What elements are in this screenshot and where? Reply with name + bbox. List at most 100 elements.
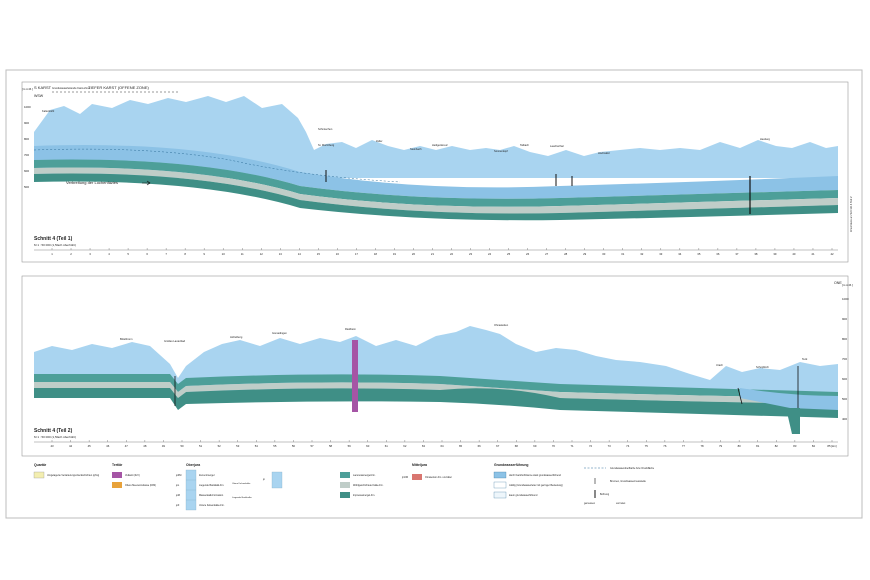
legend-color-assumed: vermutet bbox=[616, 502, 626, 505]
km-tick-label: 74 bbox=[626, 444, 630, 448]
km-tick-label: 84 bbox=[812, 444, 816, 448]
km-tick-label: 72 bbox=[589, 444, 593, 448]
elev-label: 600 bbox=[842, 377, 847, 381]
km-tick-label: 22 bbox=[450, 252, 454, 256]
swatch-felsenkalke bbox=[271, 471, 283, 489]
swatch-gw-mid bbox=[493, 481, 507, 489]
km-tick-label: 5 bbox=[127, 252, 129, 256]
km-tick-label: 71 bbox=[570, 444, 574, 448]
place-label: Heuberg bbox=[760, 137, 771, 141]
place-label: Aichelberg bbox=[230, 335, 243, 339]
place-label: Talbach bbox=[520, 143, 529, 147]
km-tick-label: 44 bbox=[69, 444, 73, 448]
km-tick-label: 63 bbox=[422, 444, 426, 448]
km-tick-label: 27 bbox=[545, 252, 549, 256]
km-tick-label: 31 bbox=[621, 252, 625, 256]
elev-label: 800 bbox=[24, 137, 29, 141]
km-tick-label: 39 bbox=[773, 252, 777, 256]
place-label: Steinbach bbox=[410, 147, 422, 151]
elev-label: 700 bbox=[842, 357, 847, 361]
elev-label: 500 bbox=[24, 185, 29, 189]
section-1-header-left: S KARST bbox=[34, 85, 52, 90]
km-tick-label: 65 bbox=[459, 444, 463, 448]
km-tick-label: 64 bbox=[440, 444, 444, 448]
swatch-lacunosamergel bbox=[340, 472, 350, 478]
swatch-impressamergel bbox=[340, 492, 350, 498]
km-tick-label: 23 bbox=[469, 252, 473, 256]
legend-tertiaer-title: Tertiär bbox=[112, 463, 123, 467]
km-tick-label: 2 bbox=[70, 252, 72, 256]
km-tick-label: 80 bbox=[738, 444, 742, 448]
km-tick-label: 79 bbox=[719, 444, 723, 448]
legend-code: joZM bbox=[175, 474, 181, 477]
km-tick-label: 43 bbox=[50, 444, 54, 448]
km-tick-label: 12 bbox=[260, 252, 264, 256]
km-tick-label: 50 bbox=[180, 444, 184, 448]
km-tick-label: 7 bbox=[165, 252, 167, 256]
km-tick-label: 18 bbox=[374, 252, 378, 256]
section-1-frame bbox=[21, 81, 849, 263]
section-1-title: Schnitt 4 (Teil 1) bbox=[34, 236, 73, 242]
km-tick-label: 68 bbox=[515, 444, 519, 448]
km-tick-label: 25 bbox=[507, 252, 511, 256]
section-1-km-ticks: 1 2 3 4 5 6 7 8 9 10 11 12 13 14 15 16 17 18 19 20 21 22 23 24 2… bbox=[51, 248, 834, 256]
section-2: ONE [m ü.M.] 1000 900 800 700 600 500 40… bbox=[21, 275, 853, 457]
section-2-km-ticks: 43 44 45 46 47 48 49 50 51 52 53 54 55 56 57 58 59 60 61 62… bbox=[50, 440, 837, 448]
legend-label: Zementmergel bbox=[199, 474, 215, 477]
km-tick-label: 62 bbox=[403, 444, 407, 448]
swatch-quartaer bbox=[33, 471, 45, 479]
section-1-scale: M 1 : 50 000 (1,5fach überhöht) bbox=[34, 243, 76, 247]
km-tick-label: 45 bbox=[88, 444, 92, 448]
km-tick-label: 6 bbox=[146, 252, 148, 256]
km-tick-label: 57 bbox=[310, 444, 314, 448]
km-tick-label: 85 [km] bbox=[827, 444, 836, 448]
elev-label: 1000 bbox=[842, 297, 849, 301]
km-tick-label: 24 bbox=[488, 252, 492, 256]
km-tick-label: 28 bbox=[564, 252, 568, 256]
place-label: Schmiechen bbox=[318, 127, 333, 131]
place-label: Ohnastetten bbox=[494, 323, 509, 327]
legend-code: joM bbox=[175, 494, 180, 497]
km-tick-label: 53 bbox=[236, 444, 240, 448]
km-tick-label: 54 bbox=[255, 444, 259, 448]
km-tick-label: 56 bbox=[292, 444, 296, 448]
legend-label: Impressamergel-Fm. bbox=[353, 494, 375, 497]
section-2-frame bbox=[21, 275, 849, 457]
legend: Quartär Umgelagerte Verwitterungs-Decksc… bbox=[33, 463, 655, 511]
km-tick-label: 69 bbox=[533, 444, 537, 448]
km-tick-label: 26 bbox=[526, 252, 530, 256]
section-2-places: Bittelbronn Großes Lauterbad Aichelberg … bbox=[120, 323, 808, 369]
km-tick-label: 38 bbox=[754, 252, 758, 256]
place-label: Sonnenkopf bbox=[494, 149, 508, 153]
legend-label: Ornatenton-Fm. und älter bbox=[425, 476, 452, 479]
place-label: Riedheim bbox=[345, 327, 356, 331]
legend-label: Wohlgeschichtete Kalke-Fm. bbox=[353, 484, 384, 487]
section-2-direction: ONE bbox=[834, 281, 842, 285]
section-1-places: Kaltenbühl Schmiechen St. Moritzberg Zel… bbox=[42, 109, 771, 155]
volcanic-pipe bbox=[352, 340, 358, 412]
km-tick-label: 58 bbox=[329, 444, 333, 448]
legend-label: Grundwasseroberfläche bzw. Druckfläche bbox=[610, 467, 655, 470]
karst-zone-1 bbox=[34, 145, 838, 199]
km-tick-label: 8 bbox=[184, 252, 186, 256]
km-tick-label: 3 bbox=[89, 252, 91, 256]
legend-oberjura-title: Oberjura bbox=[186, 463, 200, 467]
km-tick-label: 61 bbox=[385, 444, 389, 448]
wohlgeschichtete-kalke-layer-1 bbox=[34, 167, 838, 214]
legend-group-label: Obere Felsenkalke bbox=[232, 482, 251, 485]
section-2-title: Schnitt 4 (Teil 2) bbox=[34, 428, 73, 434]
impressamergel-layer-1 bbox=[34, 173, 838, 221]
km-tick-label: 83 bbox=[793, 444, 797, 448]
section-2-scale: M 1 : 50 000 (1,5fach überhöht) bbox=[34, 435, 76, 439]
elev-label: 400 bbox=[842, 417, 847, 421]
massenkalk-layer-2 bbox=[34, 326, 838, 392]
km-tick-label: 67 bbox=[496, 444, 500, 448]
km-tick-label: 82 bbox=[775, 444, 779, 448]
section-1-direction: WSW bbox=[34, 94, 44, 98]
legend-code: jmOR bbox=[401, 476, 408, 479]
section-2-elev-unit: [m ü.M.] bbox=[842, 283, 853, 287]
place-label: Großes Lauterbad bbox=[164, 339, 186, 343]
note-arrow bbox=[142, 180, 151, 186]
km-tick-label: 15 bbox=[317, 252, 321, 256]
elev-label: 600 bbox=[24, 169, 29, 173]
